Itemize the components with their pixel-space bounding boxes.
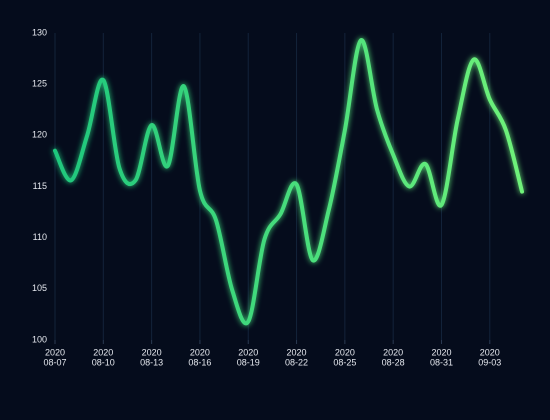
x-tick-label: 08-19 bbox=[237, 357, 260, 367]
x-tick-label: 08-13 bbox=[140, 357, 163, 367]
y-tick-label: 130 bbox=[32, 27, 47, 37]
line bbox=[53, 38, 524, 326]
x-tick-label: 08-25 bbox=[333, 357, 356, 367]
y-tick-label: 115 bbox=[33, 181, 47, 191]
x-tick-label: 08-07 bbox=[43, 357, 66, 367]
x-tick-label: 2020 bbox=[45, 347, 65, 357]
x-tick-label: 08-31 bbox=[430, 357, 453, 367]
x-tick-label: 08-16 bbox=[188, 357, 211, 367]
x-tick-label: 2020 bbox=[93, 347, 113, 357]
x-tick-label: 2020 bbox=[190, 347, 210, 357]
x-tick-label: 2020 bbox=[431, 347, 451, 357]
x-tick-label: 08-10 bbox=[92, 357, 115, 367]
x-tick-label: 2020 bbox=[335, 347, 355, 357]
x-tick-label: 08-22 bbox=[285, 357, 308, 367]
x-tick-label: 09-03 bbox=[478, 357, 501, 367]
x-tick-label: 2020 bbox=[238, 347, 258, 357]
y-tick-label: 125 bbox=[32, 79, 47, 89]
x-tick-label: 2020 bbox=[383, 347, 403, 357]
x-tick-label: 2020 bbox=[480, 347, 500, 357]
x-tick-label: 2020 bbox=[142, 347, 162, 357]
y-tick-label: 120 bbox=[32, 130, 47, 140]
x-tick-label: 08-28 bbox=[382, 357, 405, 367]
y-tick-label: 100 bbox=[32, 334, 47, 344]
y-tick-label: 110 bbox=[33, 232, 47, 242]
x-tick-label: 2020 bbox=[287, 347, 307, 357]
y-tick-label: 105 bbox=[32, 283, 47, 293]
